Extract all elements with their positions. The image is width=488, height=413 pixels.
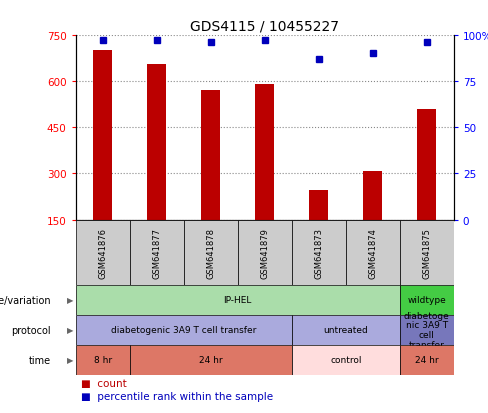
Bar	[93, 51, 112, 220]
Text: 8 hr: 8 hr	[94, 355, 112, 364]
Bar	[400, 285, 454, 315]
Text: 24 hr: 24 hr	[199, 355, 223, 364]
Bar	[76, 220, 130, 285]
Bar	[130, 345, 292, 375]
Bar	[400, 315, 454, 345]
Text: GSM641876: GSM641876	[98, 227, 107, 278]
Bar	[130, 220, 183, 285]
Bar	[417, 110, 436, 220]
Text: control: control	[330, 355, 362, 364]
Text: ▶: ▶	[67, 296, 73, 304]
Bar	[76, 345, 130, 375]
Text: untreated: untreated	[324, 325, 368, 335]
Text: GSM641877: GSM641877	[152, 227, 161, 278]
Bar	[309, 190, 328, 220]
Text: ■  count: ■ count	[81, 378, 126, 388]
Text: protocol: protocol	[12, 325, 51, 335]
Text: diabetogenic 3A9 T cell transfer: diabetogenic 3A9 T cell transfer	[111, 325, 256, 335]
Text: time: time	[29, 355, 51, 365]
Text: GSM641873: GSM641873	[314, 227, 323, 278]
Bar	[292, 220, 346, 285]
Text: IP-HEL: IP-HEL	[224, 296, 252, 304]
Text: ▶: ▶	[67, 355, 73, 364]
Bar	[292, 345, 400, 375]
Bar	[364, 171, 382, 220]
Text: GSM641879: GSM641879	[260, 227, 269, 278]
Bar	[255, 85, 274, 220]
Title: GDS4115 / 10455227: GDS4115 / 10455227	[190, 19, 339, 33]
Bar	[238, 220, 292, 285]
Text: GSM641875: GSM641875	[422, 227, 431, 278]
Bar	[400, 220, 454, 285]
Bar	[400, 345, 454, 375]
Bar	[346, 220, 400, 285]
Bar	[76, 315, 292, 345]
Text: wildtype: wildtype	[407, 296, 446, 304]
Bar	[147, 65, 166, 220]
Text: genotype/variation: genotype/variation	[0, 295, 51, 305]
Text: ■  percentile rank within the sample: ■ percentile rank within the sample	[81, 392, 273, 401]
Text: diabetoge
nic 3A9 T
cell
transfer: diabetoge nic 3A9 T cell transfer	[404, 311, 450, 349]
Text: GSM641878: GSM641878	[206, 227, 215, 278]
Text: ▶: ▶	[67, 325, 73, 335]
Text: GSM641874: GSM641874	[368, 227, 377, 278]
Bar	[183, 220, 238, 285]
Bar	[292, 315, 400, 345]
Bar	[76, 285, 400, 315]
Bar	[201, 91, 220, 220]
Text: 24 hr: 24 hr	[415, 355, 439, 364]
